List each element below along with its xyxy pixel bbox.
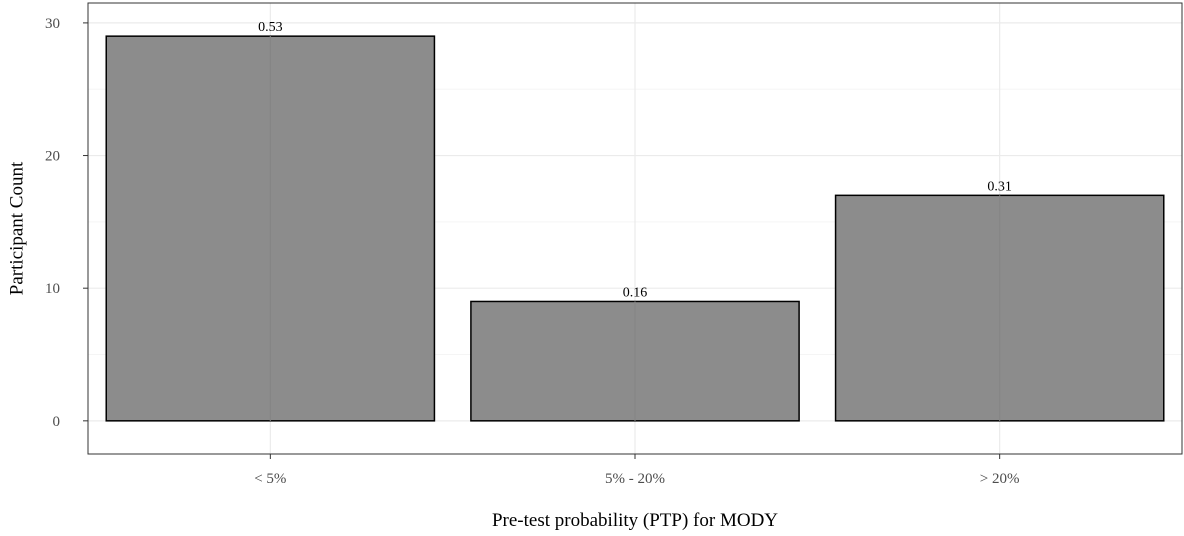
y-tick-label: 10: [45, 281, 60, 297]
y-tick-label: 30: [45, 16, 60, 32]
x-tick-label: > 20%: [980, 471, 1020, 487]
x-tick-label: 5% - 20%: [605, 471, 665, 487]
x-axis-title: Pre-test probability (PTP) for MODY: [492, 510, 778, 531]
y-axis: 0 10 20 30: [45, 16, 88, 430]
x-tick-label: < 5%: [254, 471, 286, 487]
bar-value-label: 0.53: [258, 20, 283, 35]
bars-layer: [105, 35, 1165, 422]
y-tick-label: 0: [53, 414, 61, 430]
bar-value-label: 0.31: [987, 179, 1012, 194]
bar-value-label: 0.16: [623, 285, 648, 300]
y-tick-label: 20: [45, 149, 60, 165]
y-axis-title: Participant Count: [7, 161, 28, 295]
bar-labels-layer: 0.53 0.16 0.31: [258, 20, 1012, 300]
x-axis: < 5% 5% - 20% > 20%: [254, 454, 1020, 487]
